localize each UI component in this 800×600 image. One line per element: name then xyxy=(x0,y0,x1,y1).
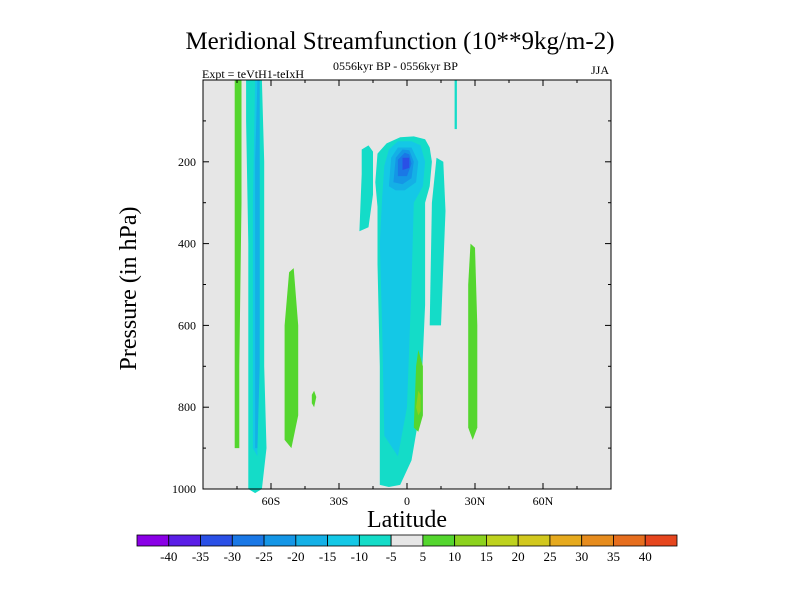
colorbar-swatch xyxy=(263,534,297,547)
colorbar-swatch xyxy=(454,534,487,547)
colorbar-swatch xyxy=(581,534,614,547)
contour-region-13 xyxy=(284,268,299,449)
contour-regions xyxy=(234,80,478,494)
colorbar-swatch xyxy=(486,534,519,547)
colorbar-swatch xyxy=(200,534,233,547)
colorbar-swatch xyxy=(168,534,201,547)
colorbar-swatch xyxy=(549,534,583,547)
contour-region-5 xyxy=(379,141,426,457)
colorbar-label: 35 xyxy=(607,549,620,564)
colorbar-swatch xyxy=(295,534,328,547)
colorbar-label: 20 xyxy=(512,549,525,564)
colorbar-label: -30 xyxy=(224,549,241,564)
y-tick-label: 1000 xyxy=(172,482,196,496)
y-tick-label: 800 xyxy=(178,400,196,414)
colorbar-label: 40 xyxy=(639,549,652,564)
contour-region-15 xyxy=(468,243,478,440)
colorbar-label: -20 xyxy=(287,549,304,564)
x-axis-ticks: 60S 30S 0 30N 60N xyxy=(202,80,612,508)
colorbar-swatch xyxy=(327,534,360,547)
x-tick-label: 60N xyxy=(533,494,554,508)
colorbar-swatch xyxy=(422,534,456,547)
colorbar-swatch xyxy=(390,534,424,547)
colorbar: -40 -35 -30 -25 -20 -15 -10 -5 5 10 15 20 25 30 35 40 xyxy=(136,534,678,564)
colorbar-label: -40 xyxy=(160,549,177,564)
x-tick-label: 30N xyxy=(465,494,486,508)
colorbar-label: -35 xyxy=(192,549,209,564)
contour-region-14 xyxy=(311,390,317,408)
colorbar-label: -25 xyxy=(255,549,272,564)
y-tick-label: 200 xyxy=(178,155,196,169)
colorbar-label: -10 xyxy=(351,549,368,564)
x-axis-label: Latitude xyxy=(367,507,447,533)
contour-region-12 xyxy=(234,80,242,449)
x-tick-label: 30S xyxy=(330,494,349,508)
colorbar-swatch xyxy=(517,534,551,547)
contour-region-16 xyxy=(413,349,423,432)
colorbar-label: 10 xyxy=(448,549,461,564)
colorbar-swatch xyxy=(136,534,170,547)
colorbar-swatch xyxy=(231,534,265,547)
y-axis-ticks: 200 400 600 800 1000 xyxy=(172,120,611,496)
contour-region-11 xyxy=(402,157,410,170)
colorbar-swatch xyxy=(613,534,646,547)
x-tick-label: 0 xyxy=(404,494,410,508)
contour-region-1 xyxy=(359,145,373,232)
contour-region-8 xyxy=(255,80,260,449)
colorbar-label: 25 xyxy=(543,549,556,564)
time-label: 0556kyr BP - 0556kyr BP xyxy=(333,59,458,73)
chart-title: Meridional Streamfunction (10**9kg/m-2) xyxy=(185,28,615,55)
contour-region-17 xyxy=(416,390,421,416)
season-label: JJA xyxy=(591,63,610,77)
y-axis-label: Pressure (in hPa) xyxy=(116,207,142,371)
colorbar-swatch xyxy=(358,534,392,547)
x-tick-label: 60S xyxy=(262,494,281,508)
y-tick-label: 400 xyxy=(178,237,196,251)
colorbar-label: -5 xyxy=(386,549,397,564)
colorbar-label: 15 xyxy=(480,549,493,564)
colorbar-label: -15 xyxy=(319,549,336,564)
colorbar-swatch xyxy=(644,534,678,547)
y-tick-label: 600 xyxy=(178,318,196,332)
contour-region-4 xyxy=(454,80,457,130)
contour-region-2 xyxy=(429,157,446,326)
colorbar-label: 5 xyxy=(420,549,427,564)
experiment-label: Expt = teVtH1-teIxH xyxy=(202,67,305,81)
colorbar-label: 30 xyxy=(575,549,588,564)
